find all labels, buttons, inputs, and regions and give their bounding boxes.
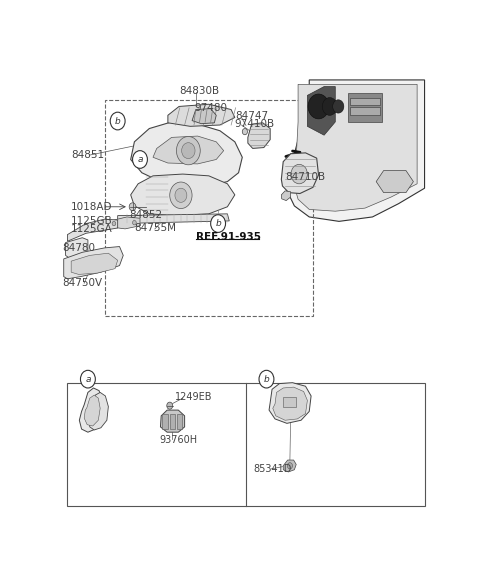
Text: 97480: 97480	[194, 103, 227, 113]
Polygon shape	[281, 153, 319, 193]
Circle shape	[170, 182, 192, 208]
Circle shape	[211, 215, 226, 232]
Polygon shape	[269, 383, 311, 424]
Circle shape	[177, 137, 200, 165]
Bar	[162, 414, 168, 429]
Circle shape	[129, 203, 136, 211]
Polygon shape	[376, 170, 413, 193]
Circle shape	[81, 370, 96, 388]
Polygon shape	[281, 191, 290, 200]
Polygon shape	[66, 238, 88, 258]
Text: a: a	[85, 375, 91, 383]
Polygon shape	[64, 247, 123, 279]
Polygon shape	[79, 388, 103, 432]
Circle shape	[259, 370, 274, 388]
Text: 84780: 84780	[62, 243, 95, 253]
Text: a: a	[137, 155, 143, 164]
Circle shape	[288, 463, 292, 469]
Text: 84750V: 84750V	[62, 278, 102, 288]
Bar	[105, 100, 313, 316]
Polygon shape	[192, 108, 216, 123]
Polygon shape	[283, 460, 296, 472]
Circle shape	[132, 220, 136, 225]
Circle shape	[112, 222, 116, 226]
Circle shape	[175, 188, 187, 203]
Polygon shape	[118, 214, 229, 223]
Circle shape	[333, 100, 344, 113]
Text: b: b	[264, 375, 269, 383]
Polygon shape	[248, 123, 270, 149]
Bar	[170, 414, 175, 429]
Text: 93760H: 93760H	[160, 435, 198, 445]
Text: 1018AD: 1018AD	[71, 202, 113, 212]
Polygon shape	[108, 217, 140, 229]
Text: REF.91-935: REF.91-935	[196, 232, 261, 242]
Text: 1249EB: 1249EB	[175, 392, 213, 402]
Bar	[348, 93, 382, 122]
Circle shape	[132, 150, 147, 168]
Bar	[350, 99, 380, 105]
Text: b: b	[215, 219, 221, 228]
Circle shape	[167, 402, 173, 409]
Polygon shape	[89, 393, 108, 430]
Polygon shape	[307, 87, 335, 135]
Polygon shape	[294, 84, 417, 211]
Text: 84747: 84747	[235, 111, 268, 121]
Polygon shape	[131, 122, 242, 186]
Polygon shape	[71, 253, 118, 274]
Circle shape	[308, 94, 329, 119]
Text: 1125GA: 1125GA	[71, 224, 113, 234]
Polygon shape	[67, 219, 118, 241]
Polygon shape	[283, 397, 296, 407]
Text: 84710B: 84710B	[285, 172, 325, 182]
Polygon shape	[131, 174, 235, 216]
Text: 97410B: 97410B	[235, 119, 275, 129]
Polygon shape	[160, 410, 185, 432]
Circle shape	[322, 98, 337, 115]
Bar	[350, 107, 380, 115]
Polygon shape	[168, 104, 235, 126]
Polygon shape	[287, 80, 424, 222]
Circle shape	[110, 112, 125, 130]
Circle shape	[291, 164, 307, 184]
Text: 84852: 84852	[129, 210, 162, 220]
Polygon shape	[153, 136, 224, 164]
Text: 1125GB: 1125GB	[71, 216, 113, 226]
Polygon shape	[273, 387, 307, 420]
Text: 84755M: 84755M	[134, 223, 177, 233]
Circle shape	[181, 143, 195, 158]
Circle shape	[242, 129, 248, 135]
Bar	[177, 414, 182, 429]
Polygon shape	[84, 395, 100, 426]
Text: 85341D: 85341D	[253, 464, 292, 474]
Text: b: b	[115, 117, 120, 126]
Text: 84851: 84851	[71, 150, 104, 160]
Text: 84830B: 84830B	[179, 86, 219, 96]
Bar	[67, 383, 424, 506]
